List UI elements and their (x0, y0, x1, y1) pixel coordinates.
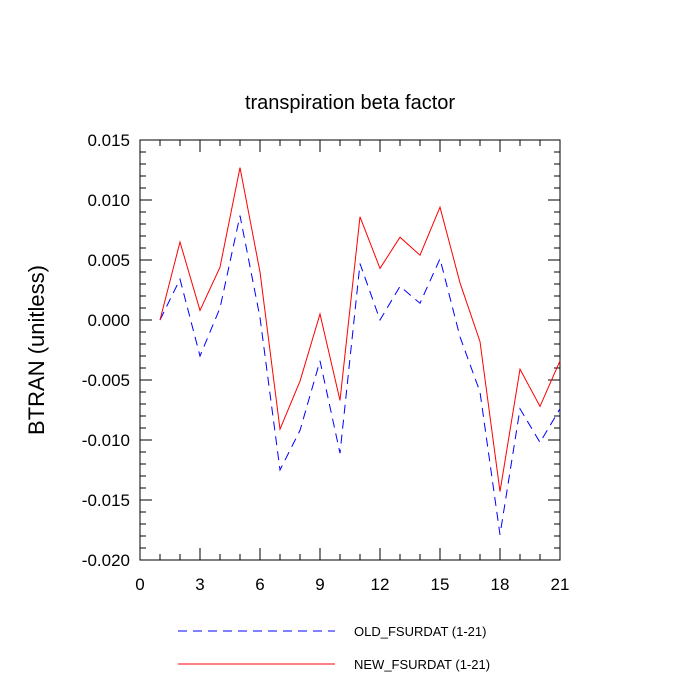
x-tick-label: 0 (135, 575, 144, 594)
chart-title: transpiration beta factor (245, 92, 455, 114)
x-tick-label: 12 (371, 575, 390, 594)
x-tick-label: 9 (315, 575, 324, 594)
series-line-new-fsurdat (159, 167, 561, 492)
legend: OLD_FSURDAT (1-21) NEW_FSURDAT (1-21) (178, 624, 490, 672)
y-tick-label: -0.015 (82, 491, 130, 510)
y-tick-label: -0.010 (82, 431, 130, 450)
legend-label: NEW_FSURDAT (1-21) (354, 657, 490, 672)
x-tick-label: 18 (491, 575, 510, 594)
y-tick-label: -0.005 (82, 371, 130, 390)
axis-ticks (139, 139, 561, 561)
series-line-old-fsurdat (159, 215, 561, 535)
x-tick-label: 3 (195, 575, 204, 594)
axis-tick-labels: 0 3 6 9 12 15 18 21 -0.020 -0.015 -0.010 -0.005 0.00… (82, 131, 570, 594)
x-tick-label: 21 (551, 575, 570, 594)
legend-label: OLD_FSURDAT (1-21) (354, 624, 486, 639)
y-axis-label: BTRAN (unitless) (24, 265, 49, 435)
series-lines (159, 167, 561, 535)
plot-frame (139, 139, 561, 561)
y-tick-label: 0.010 (87, 191, 130, 210)
x-tick-label: 15 (431, 575, 450, 594)
y-tick-label: 0.005 (87, 251, 130, 270)
y-tick-label: 0.015 (87, 131, 130, 150)
y-tick-label: 0.000 (87, 311, 130, 330)
x-tick-label: 6 (255, 575, 264, 594)
y-tick-label: -0.020 (82, 551, 130, 570)
